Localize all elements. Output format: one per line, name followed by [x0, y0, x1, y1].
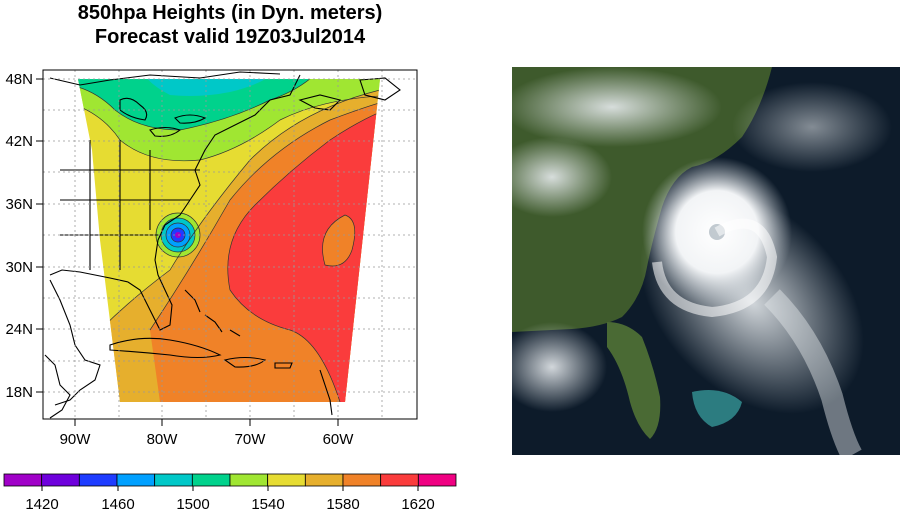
colorbar-segment [154, 473, 193, 487]
spiral-band [652, 218, 778, 318]
lat-label-42n: 42N [5, 133, 33, 150]
coastlines [44, 71, 401, 419]
satellite-image [512, 67, 900, 455]
colorbar-label-1420: 1420 [25, 496, 58, 513]
map-border [42, 69, 418, 420]
colorbar-segment [3, 473, 43, 487]
cloud-northeast [732, 82, 892, 172]
colorbar-segment [304, 473, 344, 487]
colorbar-segment [191, 473, 231, 487]
bahamas-shallows [692, 389, 742, 427]
map-title-line-2: Forecast valid 19Z03Jul2014 [94, 26, 366, 48]
lat-label-30n: 30N [5, 259, 33, 276]
lat-label-18n: 18N [5, 384, 33, 401]
colorbar-segment [342, 473, 382, 487]
cloud-gulf [512, 322, 607, 412]
lon-ticks [74, 419, 339, 426]
lat-label-24n: 24N [5, 321, 33, 338]
colorbar-label-1540: 1540 [251, 496, 284, 513]
colorbar-label-1500: 1500 [176, 496, 209, 513]
colorbar-ticks [41, 486, 419, 491]
cloud-west [512, 137, 612, 217]
colorbar-label-1580: 1580 [326, 496, 359, 513]
map-gridlines [43, 70, 417, 419]
colorbar-label-1620: 1620 [401, 496, 434, 513]
cloud-north [512, 67, 722, 147]
lon-label-90w: 90W [60, 431, 92, 448]
lat-label-36n: 36N [5, 196, 33, 213]
colorbar-segment [380, 473, 419, 487]
map-title-line-1: 850hpa Heights (in Dyn. meters) [77, 2, 383, 24]
lat-label-48n: 48N [5, 71, 33, 88]
colorbar-segment [78, 473, 118, 487]
colorbar-segment [267, 473, 306, 487]
colorbar-segment [229, 473, 269, 487]
colorbar-segment [116, 473, 156, 487]
lat-ticks [36, 78, 43, 393]
colorbar [3, 473, 457, 487]
trailing-band [764, 289, 862, 455]
lon-label-60w: 60W [323, 431, 355, 448]
lon-label-80w: 80W [147, 431, 179, 448]
colorbar-segment [41, 473, 80, 487]
land-florida [607, 322, 661, 439]
lon-label-70w: 70W [235, 431, 267, 448]
colorbar-label-1460: 1460 [101, 496, 134, 513]
colorbar-segment [417, 473, 457, 487]
